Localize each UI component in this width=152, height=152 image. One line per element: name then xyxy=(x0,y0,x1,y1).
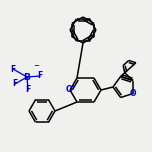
Text: F: F xyxy=(25,85,31,95)
Text: +: + xyxy=(71,84,75,89)
Text: F: F xyxy=(12,79,18,88)
Text: O: O xyxy=(66,85,72,95)
Text: F: F xyxy=(37,71,43,81)
Text: −: − xyxy=(33,63,39,69)
Text: F: F xyxy=(10,64,16,74)
Text: B: B xyxy=(24,73,30,81)
Text: O: O xyxy=(130,89,136,98)
